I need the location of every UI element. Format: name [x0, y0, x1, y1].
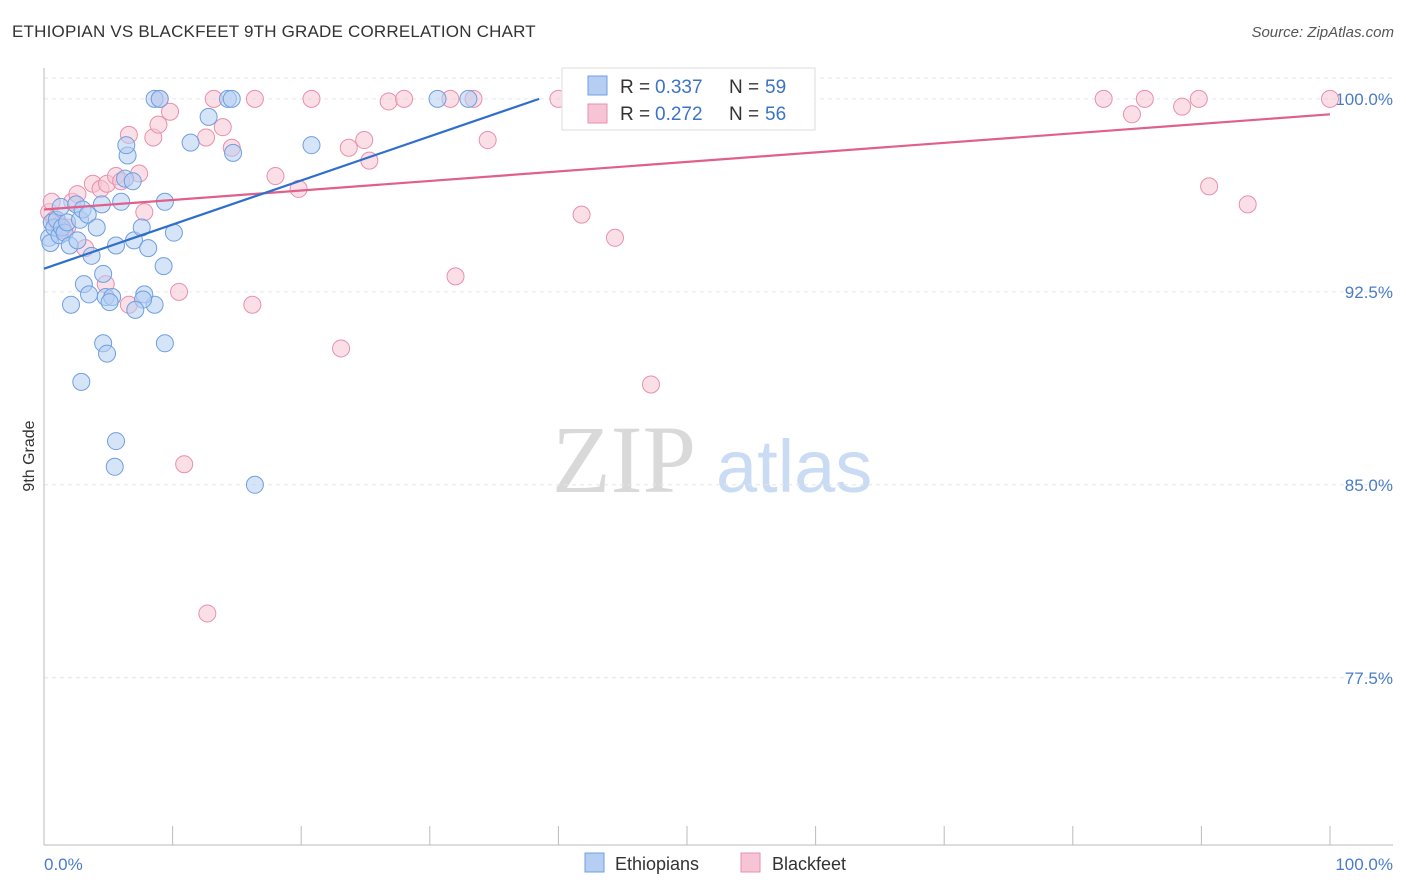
ethiopians-point	[80, 285, 99, 304]
chart-title: ETHIOPIAN VS BLACKFEET 9TH GRADE CORRELA…	[12, 22, 536, 41]
ethiopians-point	[224, 143, 243, 162]
blackfeet-point	[245, 89, 264, 108]
y-axis-title: 9th Grade	[21, 420, 38, 491]
blackfeet-point	[302, 89, 321, 108]
blackfeet-point	[446, 267, 465, 286]
ethiopians-trend-line	[43, 97, 540, 270]
blackfeet-point	[1135, 89, 1154, 108]
blackfeet-point	[1173, 97, 1192, 116]
blackfeet-point	[170, 282, 189, 301]
ethiopians-point	[105, 457, 124, 476]
blackfeet-point	[135, 203, 154, 222]
ethiopians-point	[428, 89, 447, 108]
ethiopians-point	[123, 172, 142, 191]
legend-r-blackfeet: 0.272	[655, 104, 703, 125]
ethiopians-point	[87, 218, 106, 237]
blackfeet-point	[198, 604, 217, 623]
bottom-legend-swatch-ethiopians	[584, 852, 605, 873]
blackfeet-point	[243, 295, 262, 314]
bottom-legend-blackfeet: Blackfeet	[772, 854, 846, 874]
legend-n-label-ethiopians: N =	[729, 77, 759, 98]
stats-legend: R = 0.337 N = 59 R = 0.272 N = 56	[561, 67, 816, 131]
blackfeet-point	[572, 205, 591, 224]
series-blackfeet-points	[40, 89, 1339, 623]
legend-n-blackfeet: 56	[765, 104, 786, 125]
bottom-legend-swatch-blackfeet	[740, 852, 761, 873]
ethiopians-point	[112, 192, 131, 211]
ethiopians-point	[155, 334, 174, 353]
watermark-atlas: atlas	[716, 425, 872, 508]
ethiopians-point	[72, 372, 91, 391]
ethiopians-point	[98, 344, 117, 363]
blackfeet-point	[175, 455, 194, 474]
legend-n-ethiopians: 59	[765, 77, 786, 98]
ethiopians-point	[126, 300, 145, 319]
blackfeet-point	[1094, 89, 1113, 108]
blackfeet-point	[149, 115, 168, 134]
trend-lines	[43, 97, 1331, 270]
ethiopians-point	[199, 107, 218, 126]
blackfeet-point	[1238, 195, 1257, 214]
legend-swatch-ethiopians	[587, 75, 608, 96]
y-tick-label: 85.0%	[1345, 476, 1393, 495]
legend-r-label-blackfeet: R =	[620, 104, 650, 125]
blackfeet-point	[1200, 177, 1219, 196]
blackfeet-point	[379, 92, 398, 111]
ethiopians-point	[154, 257, 173, 276]
blackfeet-point	[605, 228, 624, 247]
blackfeet-point	[197, 128, 216, 147]
ethiopians-point	[107, 432, 126, 451]
blackfeet-point	[213, 118, 232, 137]
watermark-zip: ZIP	[552, 406, 696, 513]
blackfeet-point	[1122, 105, 1141, 124]
ethiopians-point	[459, 89, 478, 108]
y-axis-labels: 77.5% 85.0% 92.5% 100.0%	[1335, 90, 1393, 688]
blackfeet-point	[161, 102, 180, 121]
x-axis-ticks	[43, 826, 1331, 845]
grid-lines	[44, 77, 1393, 679]
blackfeet-point	[1321, 89, 1339, 108]
ethiopians-point	[222, 89, 241, 108]
y-tick-label: 92.5%	[1345, 283, 1393, 302]
bottom-legend-ethiopians: Ethiopians	[615, 854, 699, 874]
ethiopians-point	[150, 89, 169, 108]
legend-r-ethiopians: 0.337	[655, 77, 703, 98]
y-tick-label: 100.0%	[1335, 90, 1393, 109]
blackfeet-point	[641, 375, 660, 394]
legend-swatch-blackfeet	[587, 103, 608, 124]
blackfeet-point	[478, 131, 497, 150]
y-tick-label: 77.5%	[1345, 669, 1393, 688]
ethiopians-point	[68, 231, 87, 250]
ethiopians-point	[117, 136, 136, 155]
blackfeet-point	[1189, 89, 1208, 108]
blackfeet-trend-line	[43, 113, 1331, 211]
source-label: Source: ZipAtlas.com	[1251, 24, 1394, 41]
watermark: ZIP atlas	[552, 406, 872, 513]
blackfeet-point	[332, 339, 351, 358]
ethiopians-point	[181, 133, 200, 152]
ethiopians-point	[139, 239, 158, 258]
x-tick-label-max: 100.0%	[1335, 855, 1393, 874]
ethiopians-point	[62, 295, 81, 314]
series-legend: Ethiopians Blackfeet	[584, 852, 846, 874]
blackfeet-point	[339, 138, 358, 157]
series-ethiopians-points	[40, 89, 478, 494]
blackfeet-point	[266, 167, 285, 186]
ethiopians-point	[245, 475, 264, 494]
ethiopians-point	[302, 136, 321, 155]
blackfeet-point	[355, 131, 374, 150]
blackfeet-point	[395, 89, 414, 108]
ethiopians-point	[94, 264, 113, 283]
x-tick-label-min: 0.0%	[44, 855, 83, 874]
ethiopians-point	[100, 293, 119, 312]
legend-r-label-ethiopians: R =	[620, 77, 650, 98]
ethiopians-point	[107, 236, 126, 255]
legend-n-label-blackfeet: N =	[729, 104, 759, 125]
